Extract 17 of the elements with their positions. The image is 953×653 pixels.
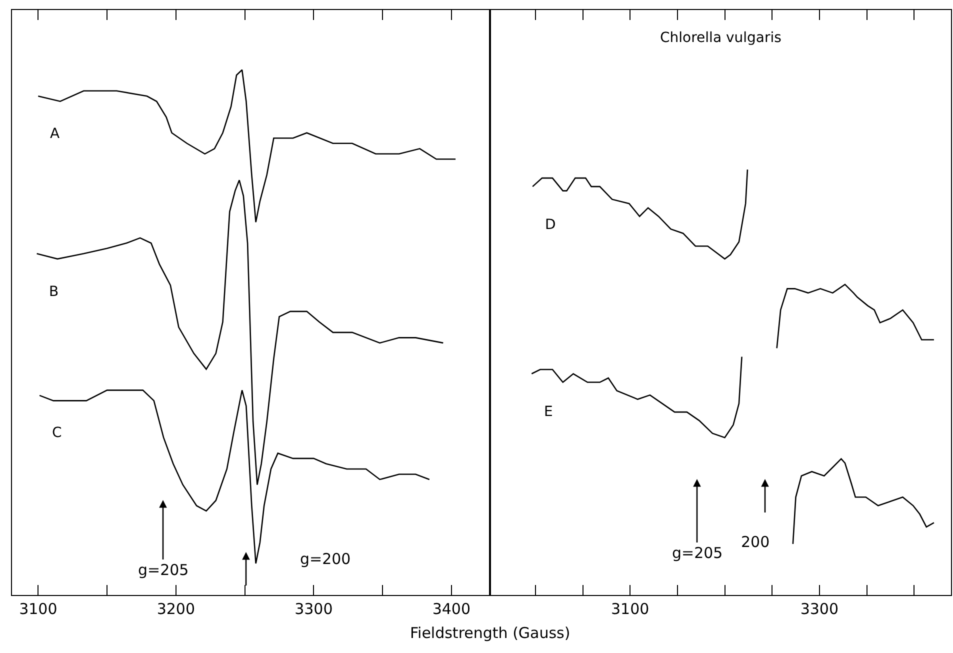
- series-label: D: [545, 217, 556, 233]
- annotation: g=200: [300, 550, 351, 568]
- x-axis-title: Fieldstrength (Gauss): [410, 624, 570, 642]
- x-tick-label: 3200: [156, 600, 196, 618]
- x-tick-label: 3300: [800, 600, 839, 618]
- series-label: A: [50, 126, 60, 142]
- chart-title: Chlorella vulgaris: [660, 30, 782, 46]
- series-label: B: [49, 284, 59, 300]
- series-label: C: [52, 425, 62, 441]
- x-tick-label: 3400: [432, 600, 471, 618]
- series-label: E: [544, 404, 553, 420]
- x-tick-label: 3300: [294, 600, 333, 618]
- annotation: g=205: [672, 544, 723, 562]
- x-tick-label: 3100: [19, 600, 58, 618]
- annotation: g=205: [138, 561, 189, 579]
- annotation: 200: [741, 533, 770, 551]
- x-tick-label: 3100: [611, 600, 650, 618]
